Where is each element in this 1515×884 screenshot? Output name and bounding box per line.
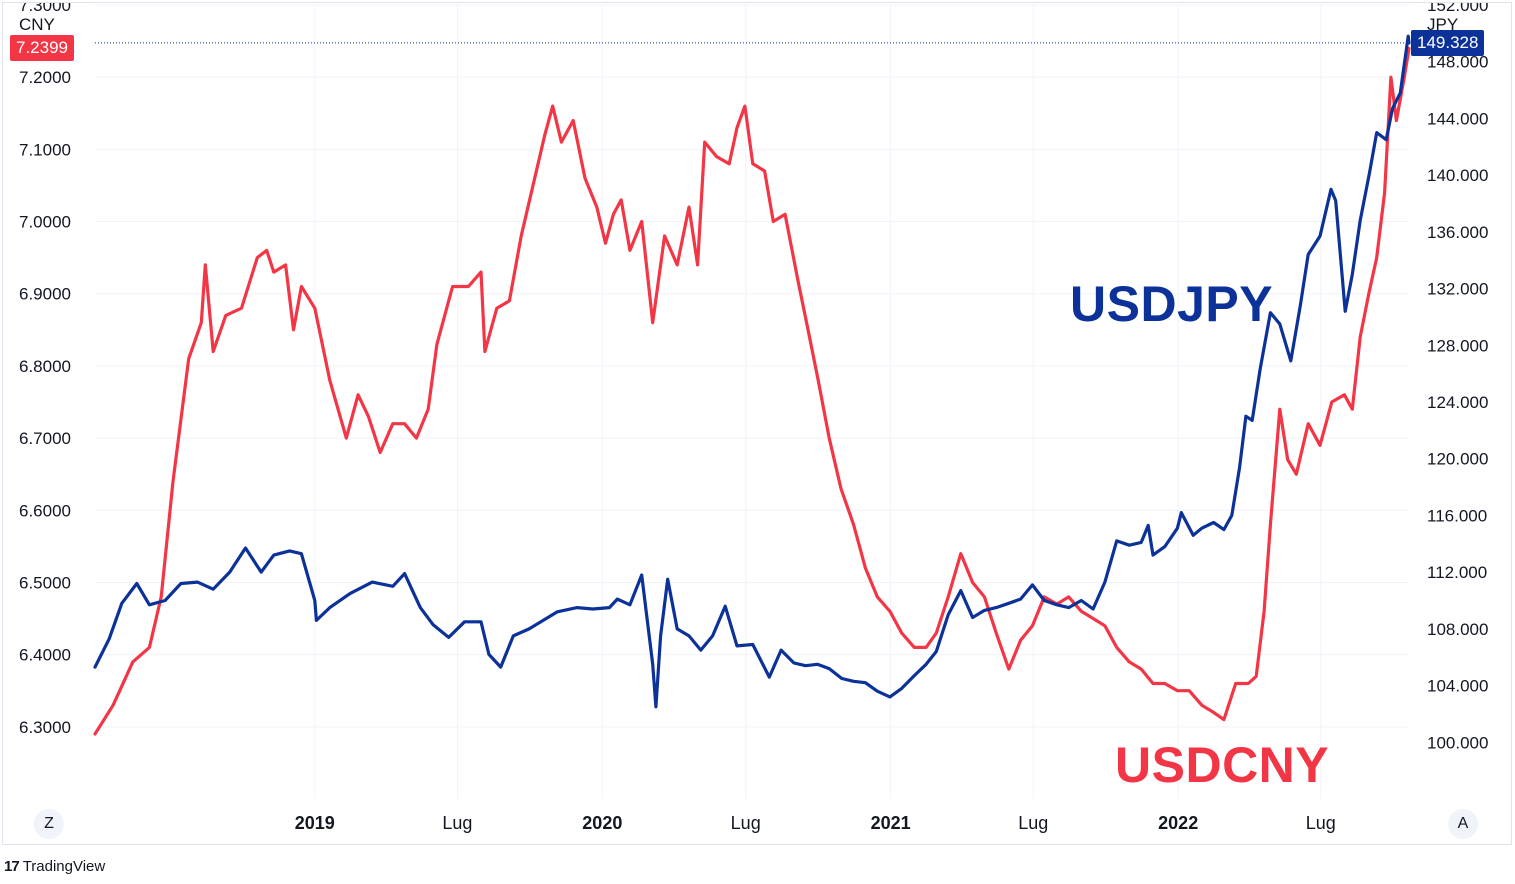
- scale-mode-left-button[interactable]: Z: [34, 809, 64, 839]
- right-axis-tick-label: 132.000: [1427, 280, 1488, 299]
- series-line-usdcny: [93, 46, 1411, 736]
- left-axis-tick-label: 6.4000: [19, 646, 71, 665]
- right-axis-tick-label: 152.000: [1427, 3, 1488, 15]
- x-axis-tick-label: 2020: [582, 813, 622, 833]
- right-axis-tick-label: 124.000: [1427, 393, 1488, 412]
- usdcny-last-price-tag: 7.2399: [10, 35, 74, 62]
- left-axis-tick-label: 6.6000: [19, 501, 71, 520]
- right-axis-tick-label: 144.000: [1427, 109, 1488, 128]
- left-axis-unit: CNY: [19, 15, 55, 34]
- chart-canvas[interactable]: 7.3000 7.2000 7.1000 7.0000 6.9000 6.8000 6.70…: [3, 3, 1511, 844]
- left-axis-tick-label: 6.8000: [19, 357, 71, 376]
- brand-text: TradingView: [22, 858, 106, 875]
- x-axis-tick-label: Lug: [1306, 813, 1336, 833]
- right-axis-tick-label: 128.000: [1427, 336, 1488, 355]
- left-axis-tick-label: 6.5000: [19, 573, 71, 592]
- usdjpy-last-price-tag: 149.328: [1411, 29, 1485, 56]
- right-axis-tick-label: 148.000: [1427, 53, 1488, 72]
- left-axis-tick-label: 6.3000: [19, 718, 71, 737]
- right-axis-unit: JPY: [1427, 15, 1459, 34]
- left-axis-tick-label: 7.3000: [19, 3, 71, 15]
- right-axis-tick-label: 140.000: [1427, 166, 1488, 185]
- left-axis-tick-label: 7.0000: [19, 213, 71, 232]
- right-axis-tick-label: 116.000: [1427, 506, 1487, 525]
- x-axis-tick-label: 2021: [871, 813, 911, 833]
- x-axis-tick-label: 2022: [1158, 813, 1198, 833]
- usdjpy-series-label: USDJPY: [1070, 276, 1274, 332]
- right-axis-tick-label: 108.000: [1427, 620, 1488, 639]
- x-axis-tick-label: Lug: [731, 813, 761, 833]
- auto-scale-button[interactable]: A: [1448, 809, 1478, 839]
- left-axis-tick-label: 6.7000: [19, 429, 71, 448]
- x-axis-tick-label: 2019: [295, 813, 335, 833]
- left-axis-tick-label: 7.2000: [19, 68, 71, 87]
- x-axis-tick-label: Lug: [1018, 813, 1048, 833]
- series-line-usdjpy: [93, 34, 1411, 709]
- right-axis-tick-label: 120.000: [1427, 450, 1488, 469]
- left-axis-tick-label: 7.1000: [19, 140, 71, 159]
- tradingview-logo-icon: 17: [4, 858, 20, 875]
- right-axis-tick-label: 100.000: [1427, 733, 1488, 752]
- chart-frame: 7.3000 7.2000 7.1000 7.0000 6.9000 6.8000 6.70…: [2, 2, 1512, 845]
- right-axis-tick-label: 104.000: [1427, 677, 1488, 696]
- tradingview-branding: 17 TradingView: [4, 858, 105, 875]
- right-axis-tick-label: 136.000: [1427, 223, 1488, 242]
- left-axis-tick-label: 6.9000: [19, 285, 71, 304]
- right-axis-tick-label: 112.000: [1427, 563, 1487, 582]
- x-axis-tick-label: Lug: [442, 813, 472, 833]
- usdcny-series-label: USDCNY: [1115, 737, 1330, 793]
